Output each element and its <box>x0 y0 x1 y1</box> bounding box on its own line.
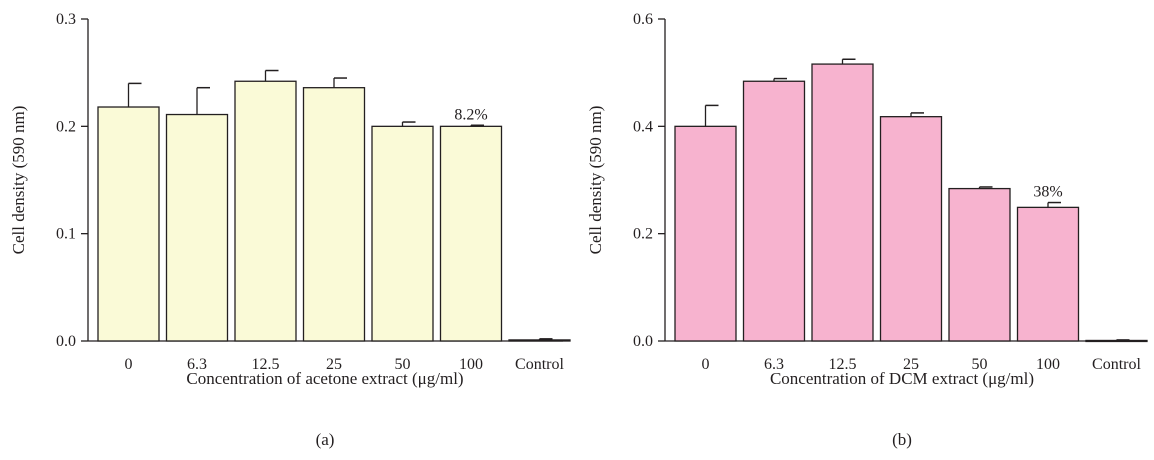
chart-a-y-tick-label: 0.2 <box>56 118 76 135</box>
chart-b-bar <box>742 80 806 342</box>
chart-a-x-tick-label: 50 <box>395 356 411 373</box>
chart-a-y-tick-label: 0.0 <box>56 333 76 350</box>
chart-a-x-tick-label: 12.5 <box>252 356 280 373</box>
chart-b-svg: 0.0 0.2 0.4 0.6 0 6.3 12.5 25 50 100 38% Control Cel… <box>586 11 1148 449</box>
chart-a-x-axis-title: Concentration of acetone extract (μg/ml) <box>186 369 463 388</box>
chart-b-y-tick-label: 0.4 <box>633 118 653 135</box>
chart-a-panel-label: (a) <box>316 430 335 449</box>
chart-a-bar <box>371 125 434 342</box>
chart-b-bar <box>811 63 874 342</box>
chart-a-x-tick-label: 100 <box>459 356 483 373</box>
chart-b-y-tick-label: 0.0 <box>633 333 653 350</box>
chart-b-bar <box>948 187 1011 342</box>
chart-a-x-tick-label: 0 <box>125 356 133 373</box>
chart-b-x-tick-label: 0 <box>702 356 710 373</box>
chart-b-bar <box>879 116 943 342</box>
chart-b-x-tick-label: 25 <box>903 356 919 373</box>
chart-b-x-tick-label: 50 <box>972 356 988 373</box>
chart-a-x-tick-label: 6.3 <box>187 356 207 373</box>
chart-a-svg: 0.0 0.1 0.2 0.3 0 6.3 12.5 25 50 100 8.2% Control Ce… <box>9 11 571 449</box>
chart-b-y-axis-title: Cell density (590 nm) <box>586 106 605 255</box>
chart-a-bar <box>234 80 297 342</box>
chart-a-y-axis-title: Cell density (590 nm) <box>9 106 28 255</box>
chart-panel-a: 0.0 0.1 0.2 0.3 0 6.3 12.5 25 50 100 8.2% Control Ce… <box>0 0 577 455</box>
chart-b-x-tick-label: 100 <box>1036 356 1060 373</box>
chart-a-y-tick-label: 0.1 <box>56 226 76 243</box>
chart-a-bar <box>97 106 160 342</box>
chart-b-y-tick-label: 0.6 <box>633 11 653 28</box>
chart-a-y-tick-label: 0.3 <box>56 11 76 28</box>
chart-b-x-tick-label: 6.3 <box>764 356 784 373</box>
chart-a-bar <box>439 125 503 342</box>
chart-a-x-tick-label: 25 <box>326 356 342 373</box>
chart-b-bar <box>1016 206 1080 342</box>
chart-a-bar-annotation: 8.2% <box>454 106 487 123</box>
chart-panel-b: 0.0 0.2 0.4 0.6 0 6.3 12.5 25 50 100 38% Control Cel… <box>577 0 1154 455</box>
chart-a-bar <box>165 113 229 342</box>
chart-b-x-tick-label: Control <box>1092 356 1141 373</box>
chart-b-bar-annotation: 38% <box>1033 184 1062 201</box>
chart-a-bar <box>508 339 571 342</box>
chart-b-x-axis-title: Concentration of DCM extract (μg/ml) <box>770 369 1034 388</box>
chart-b-bar <box>674 125 737 342</box>
chart-b-y-tick-label: 0.2 <box>633 226 653 243</box>
chart-b-x-tick-label: 12.5 <box>829 356 857 373</box>
chart-a-bar <box>302 87 366 342</box>
chart-a-x-tick-label: Control <box>515 356 564 373</box>
chart-b-panel-label: (b) <box>892 430 912 449</box>
